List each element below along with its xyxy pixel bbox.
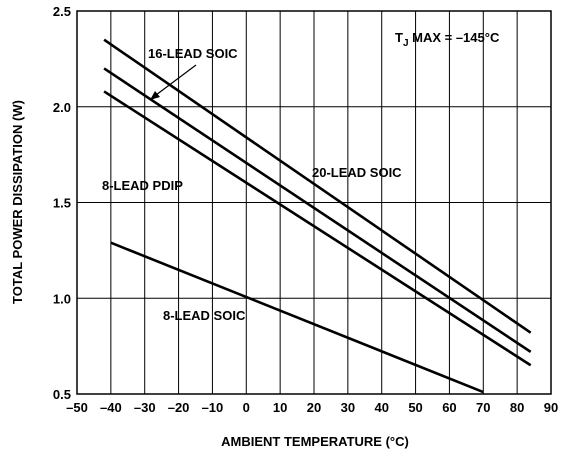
tj-max-annotation: TJ MAX = –145°C [395, 30, 500, 49]
x-tick-label: –50 [66, 400, 88, 415]
y-tick-label: 1.0 [53, 291, 71, 306]
x-tick-label: 90 [544, 400, 558, 415]
x-tick-label: –20 [168, 400, 190, 415]
series-label-8-lead-pdip: 8-LEAD PDIP [102, 178, 183, 193]
series-lines [103, 38, 532, 394]
series-line-20-lead-soic [103, 38, 532, 334]
x-axis-title: AMBIENT TEMPERATURE (°C) [221, 434, 409, 449]
series-line-8-lead-pdip [103, 90, 532, 367]
y-tick-label: 1.5 [53, 196, 71, 211]
grid [77, 11, 551, 394]
x-tick-label: –30 [134, 400, 156, 415]
x-tick-label: 20 [307, 400, 321, 415]
tick-labels: –50 –40 –30 –20 –10 0 10 20 30 40 50 60 70 80 90 0.5 1.0… [53, 4, 558, 415]
y-tick-label: 2.0 [53, 100, 71, 115]
tj-rest: MAX = –145°C [409, 30, 500, 45]
y-tick-label: 0.5 [53, 387, 71, 402]
x-tick-label: 40 [374, 400, 388, 415]
x-tick-label: 10 [273, 400, 287, 415]
plot-frame [76, 10, 552, 395]
x-tick-label: 50 [408, 400, 422, 415]
series-label-8-lead-soic: 8-LEAD SOIC [163, 308, 246, 323]
y-tick-label: 2.5 [53, 4, 71, 19]
leader-arrowhead-16-lead-soic [150, 91, 160, 100]
series-line-16-lead-soic [103, 67, 532, 353]
series-line-8-lead-soic [110, 241, 484, 394]
tj-subscript: J [403, 38, 409, 49]
x-tick-label: 60 [442, 400, 456, 415]
y-axis-title: TOTAL POWER DISSIPATION (W) [10, 100, 25, 304]
x-tick-label: 80 [510, 400, 524, 415]
x-tick-label: 30 [341, 400, 355, 415]
x-tick-label: –10 [202, 400, 224, 415]
tj-prefix: T [395, 30, 403, 45]
x-tick-label: 70 [476, 400, 490, 415]
leader-line-16-lead-soic [155, 64, 197, 96]
x-tick-label: 0 [243, 400, 250, 415]
series-label-16-lead-soic: 16-LEAD SOIC [148, 46, 238, 61]
series-label-20-lead-soic: 20-LEAD SOIC [312, 165, 402, 180]
x-tick-label: –40 [100, 400, 122, 415]
